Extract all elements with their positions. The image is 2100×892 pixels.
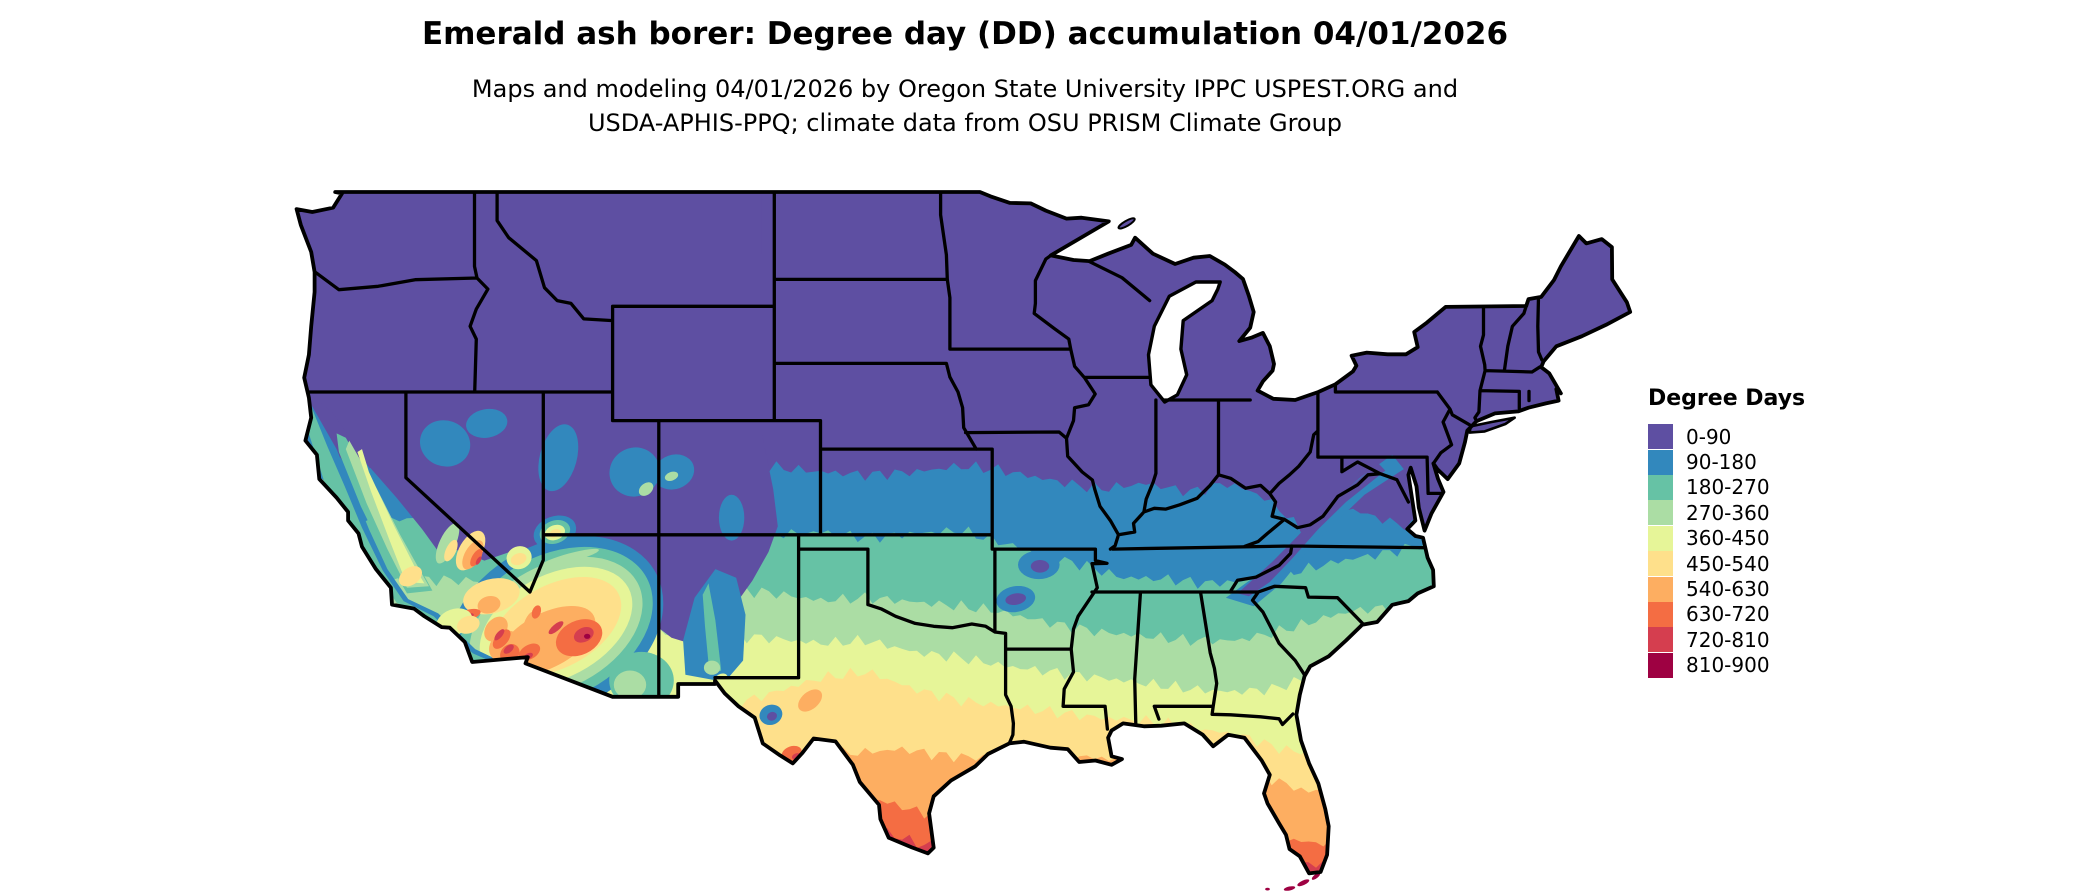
legend-rows: 0-90 90-180 180-270 270-360 360-450 450-540 54…	[1648, 424, 1805, 678]
legend-swatch	[1648, 576, 1673, 602]
florida-keys	[1265, 887, 1270, 891]
page-title: Emerald ash borer: Degree day (DD) accum…	[421, 16, 1509, 52]
legend-label: 90-180	[1686, 450, 1757, 475]
legend-entry: 720-810	[1648, 627, 1805, 653]
us-outline	[294, 190, 1633, 876]
florida-keys	[1297, 879, 1310, 887]
legend-entry: 540-630	[1648, 576, 1805, 602]
subtitle: Maps and modeling 04/01/2026 by Oregon S…	[0, 72, 1930, 140]
legend-entry: 360-450	[1648, 525, 1805, 551]
legend-swatch	[1648, 525, 1673, 551]
isle-royale	[1117, 217, 1136, 230]
legend-entry: 630-720	[1648, 601, 1805, 627]
legend-label: 450-540	[1686, 551, 1770, 576]
legend-label: 180-270	[1686, 475, 1770, 500]
legend-swatch	[1648, 627, 1673, 653]
legend: Degree Days 0-90 90-180 180-270 270-360 360-…	[1648, 386, 1805, 678]
long-island	[1468, 416, 1516, 434]
legend-entry: 810-900	[1648, 652, 1805, 678]
legend-swatch	[1648, 652, 1673, 678]
legend-entry: 90-180	[1648, 449, 1805, 475]
legend-title: Degree Days	[1648, 386, 1806, 411]
legend-swatch	[1648, 424, 1673, 450]
legend-label: 270-360	[1686, 500, 1770, 525]
legend-label: 720-810	[1686, 627, 1770, 652]
legend-label: 0-90	[1686, 424, 1732, 449]
legend-swatch	[1648, 474, 1673, 500]
florida-keys	[1283, 886, 1296, 891]
legend-label: 810-900	[1686, 653, 1770, 678]
legend-label: 630-720	[1686, 602, 1770, 627]
subtitle-line-2: USDA-APHIS-PPQ; climate data from OSU PR…	[587, 109, 1343, 137]
state-borders	[307, 192, 1544, 746]
legend-entry: 0-90	[1648, 424, 1805, 450]
legend-entry: 270-360	[1648, 500, 1805, 526]
legend-entry: 180-270	[1648, 474, 1805, 500]
legend-label: 540-630	[1686, 577, 1770, 602]
lake-michigan	[1146, 280, 1222, 404]
legend-swatch	[1648, 601, 1673, 627]
legend-swatch	[1648, 449, 1673, 475]
florida-keys	[1311, 872, 1321, 880]
legend-label: 360-450	[1686, 526, 1770, 551]
legend-swatch	[1648, 500, 1673, 526]
subtitle-line-1: Maps and modeling 04/01/2026 by Oregon S…	[471, 75, 1459, 103]
legend-swatch	[1648, 551, 1673, 577]
legend-entry: 450-540	[1648, 551, 1805, 577]
